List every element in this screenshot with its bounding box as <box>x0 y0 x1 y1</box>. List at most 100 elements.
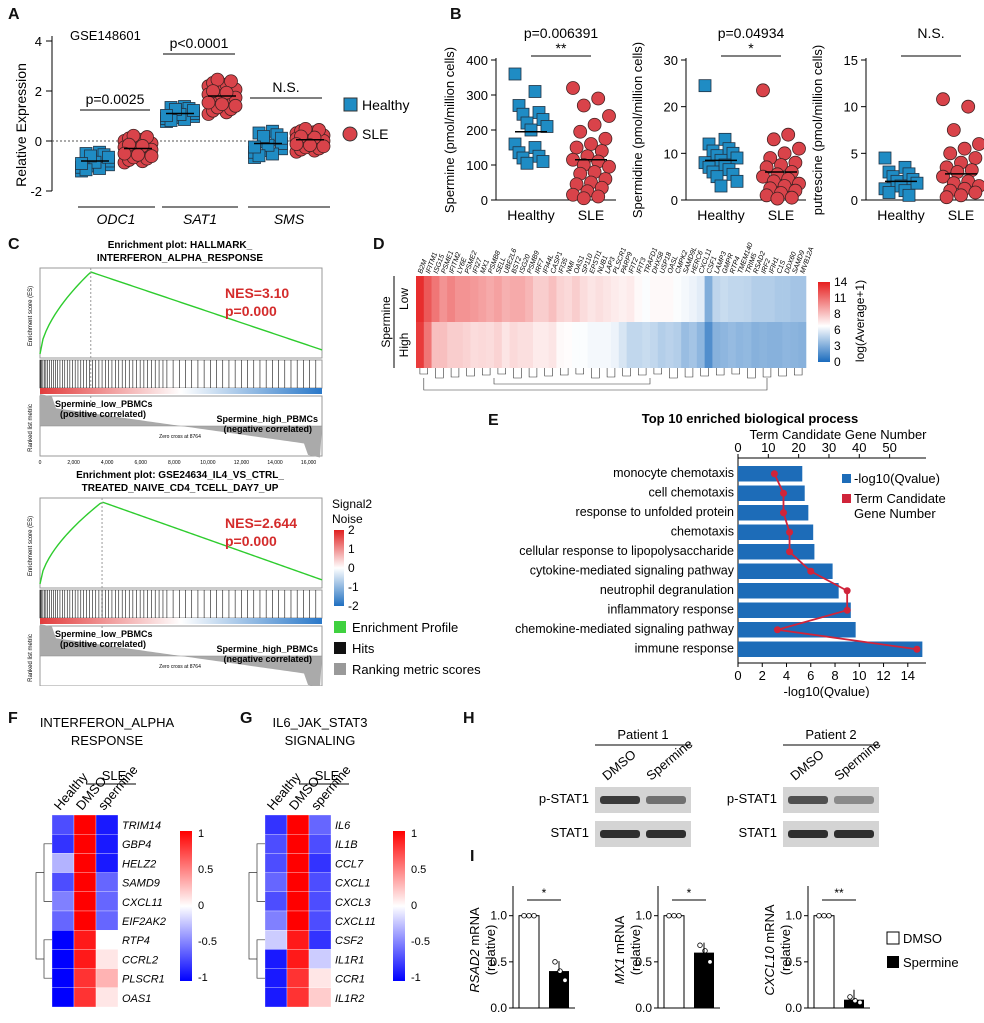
heatmap-cell <box>712 276 721 322</box>
heatmap-cell <box>564 322 573 368</box>
heatmap-cell <box>470 322 479 368</box>
data-point <box>816 912 822 919</box>
heatmap-cell <box>587 322 596 368</box>
heatmap-cell <box>696 322 705 368</box>
heatmap-title: SIGNALING <box>285 733 356 748</box>
qvalue-bar <box>738 641 923 657</box>
y-tick-label: 1.0 <box>635 909 652 923</box>
heatmap-cell <box>626 276 635 322</box>
heatmap-cell <box>642 276 651 322</box>
legend-label: Ranking metric scores <box>352 662 481 677</box>
gene-label: IRF2 <box>760 258 772 275</box>
data-point <box>902 188 916 202</box>
scatter-plot: putrescine (pmol/million cells) 0 5 10 15 Hea… <box>810 25 984 223</box>
y-tick-label: 0 <box>481 193 488 208</box>
rank-axis-label: Ranked list metric <box>28 404 34 452</box>
gene-label: CCL7 <box>335 858 364 870</box>
patient-label: Patient 1 <box>617 727 668 742</box>
heatmap-cell <box>462 322 471 368</box>
heatmap-cell <box>743 276 752 322</box>
p-value-label: p=0.006391 <box>524 25 599 41</box>
data-point <box>676 912 682 919</box>
scale-tick-label: 0 <box>348 561 355 575</box>
heatmap-cell <box>657 276 666 322</box>
y-axis-label: MX1 mRNA <box>612 915 627 984</box>
data-point <box>552 959 558 965</box>
significance-stars: * <box>687 886 692 900</box>
heatmap-cell <box>439 276 448 322</box>
heatmap-cell <box>51 968 75 988</box>
legend-label: Enrichment Profile <box>352 620 458 635</box>
heatmap-cell <box>264 968 288 988</box>
x-tick-label: 12,000 <box>234 460 250 466</box>
gene-number-point <box>807 567 815 575</box>
x-tick-label: 0 <box>39 460 42 466</box>
heatmap-cell <box>286 872 310 892</box>
heatmap-cell <box>264 872 288 892</box>
legend-swatch <box>334 621 346 633</box>
data-point <box>187 104 200 117</box>
heatmap-cell <box>611 276 620 322</box>
gsea-plot: Enrichment plot: GSE24634_IL4_VS_CTRL_ TR… <box>28 470 323 686</box>
data-point <box>569 140 584 155</box>
qvalue-bar <box>738 485 805 501</box>
data-point <box>219 85 234 100</box>
data-point <box>821 912 827 919</box>
heatmap-cell <box>657 322 666 368</box>
heatmap-title: IL6_JAK_STAT3 <box>273 715 368 730</box>
gene-label: HELZ2 <box>122 858 156 870</box>
heatmap-cell <box>431 322 440 368</box>
data-point <box>210 72 225 87</box>
legend-sle-label: SLE <box>362 126 388 142</box>
heatmap-cell <box>308 853 332 873</box>
blot-band <box>646 796 686 804</box>
low-group-label: Spermine_low_PBMCs <box>55 399 153 409</box>
heatmap-cell <box>455 276 464 322</box>
category-label: cell chemotaxis <box>649 486 734 500</box>
low-group-label: (positive correlated) <box>60 639 146 649</box>
nes-label: NES=2.644 <box>225 515 297 531</box>
sle-group-label: SLE <box>315 768 340 783</box>
color-scale-bar <box>818 282 830 362</box>
gene-number-point <box>786 528 794 536</box>
heatmap-cell <box>509 322 518 368</box>
heatmap-cell <box>286 968 310 988</box>
bottom-tick-label: 4 <box>783 668 790 683</box>
heatmap-cell <box>689 322 698 368</box>
blot-band <box>600 830 640 838</box>
scale-tick-label: -1 <box>198 972 208 984</box>
scale-bar <box>334 530 344 606</box>
significance-stars: * <box>542 886 547 900</box>
band-label: STAT1 <box>550 825 589 840</box>
heatmap-cell <box>720 276 729 322</box>
gene-label: SAT1 <box>183 211 217 227</box>
heatmap-cell <box>470 276 479 322</box>
heatmap-cell <box>51 853 75 873</box>
qvalue-bar <box>738 505 809 521</box>
data-point <box>943 146 958 161</box>
scale-tick-label: -2 <box>348 599 359 613</box>
data-point <box>576 98 591 113</box>
heatmap-cell <box>264 853 288 873</box>
category-label: immune response <box>635 642 734 656</box>
data-point <box>228 98 243 113</box>
scale-tick-label: -1 <box>411 972 421 984</box>
heatmap-cell <box>51 872 75 892</box>
gene-number-point <box>779 509 787 517</box>
y-tick-label: 300 <box>466 88 488 103</box>
patient-label: Patient 2 <box>805 727 856 742</box>
heatmap-cell <box>95 987 119 1008</box>
heatmap-cell <box>634 322 643 368</box>
y-tick-label: 2 <box>35 84 42 99</box>
heatmap-cell <box>264 910 288 931</box>
heatmap-cell <box>517 322 526 368</box>
data-point <box>910 176 924 190</box>
lane-label: Spermine <box>643 736 695 783</box>
gene-number-point <box>773 626 781 634</box>
heatmap-cell <box>286 814 310 835</box>
ranking-metric-area <box>40 624 322 686</box>
category-label: chemotaxis <box>671 525 734 539</box>
legend-qvalue-label: -log10(Qvalue) <box>854 471 940 486</box>
